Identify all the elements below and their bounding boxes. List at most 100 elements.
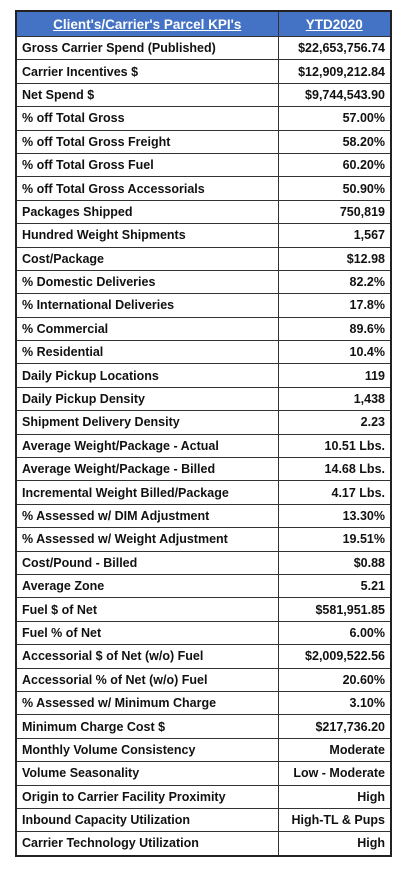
kpi-value: 14.68 Lbs. [277,457,392,482]
kpi-value: $217,736.20 [277,714,392,739]
kpi-row: % Assessed w/ DIM Adjustment 13.30% [15,503,392,529]
table-body: Gross Carrier Spend (Published) $22,653,7… [15,35,392,857]
kpi-row: Carrier Incentives $ $12,909,212.84 [15,59,392,84]
kpi-label: Shipment Delivery Density [15,410,279,435]
kpi-row: Cost/Pound - Billed $0.88 [15,550,392,575]
kpi-value: $9,744,543.90 [277,82,392,108]
kpi-label: % off Total Gross Freight [15,129,279,154]
kpi-value: 6.00% [277,620,392,646]
kpi-row: Average Zone 5.21 [15,573,392,599]
kpi-value: 17.8% [277,293,392,318]
kpi-label: % Residential [15,340,279,365]
kpi-row: % Residential 10.4% [15,340,392,365]
kpi-label: % Assessed w/ DIM Adjustment [15,503,279,529]
kpi-label: Monthly Volume Consistency [15,737,279,763]
kpi-value: Moderate [277,737,392,763]
kpi-row: Minimum Charge Cost $ $217,736.20 [15,714,392,739]
kpi-label: % International Deliveries [15,293,279,318]
kpi-row: Fuel $ of Net $581,951.85 [15,597,392,622]
kpi-row: Average Weight/Package - Billed 14.68 Lbs… [15,457,392,482]
kpi-value: 60.20% [277,152,392,178]
kpi-row: Net Spend $ $9,744,543.90 [15,82,392,108]
kpi-value: 119 [277,363,392,388]
kpi-value: 1,438 [277,386,392,412]
kpi-value: 89.6% [277,316,392,342]
kpi-row: % Assessed w/ Weight Adjustment 19.51% [15,527,392,552]
kpi-row: Daily Pickup Locations 119 [15,363,392,388]
kpi-row: Shipment Delivery Density 2.23 [15,410,392,435]
kpi-label: Fuel $ of Net [15,597,279,622]
kpi-row: Fuel % of Net 6.00% [15,620,392,646]
kpi-row: % Assessed w/ Minimum Charge 3.10% [15,690,392,716]
kpi-value: 2.23 [277,410,392,435]
kpi-row: % off Total Gross Freight 58.20% [15,129,392,154]
kpi-row: Inbound Capacity Utilization High-TL & Pu… [15,807,392,833]
kpi-value: 57.00% [277,106,392,131]
kpi-row: Carrier Technology Utilization High [15,831,392,857]
kpi-value: $22,653,756.74 [277,35,392,61]
kpi-value: 13.30% [277,503,392,529]
kpi-label: Accessorial $ of Net (w/o) Fuel [15,644,279,669]
kpi-label: Average Weight/Package - Actual [15,433,279,459]
kpi-label: Cost/Pound - Billed [15,550,279,575]
kpi-row: % Domestic Deliveries 82.2% [15,269,392,295]
kpi-row: Volume Seasonality Low - Moderate [15,761,392,786]
kpi-label: % off Total Gross [15,106,279,131]
kpi-row: Average Weight/Package - Actual 10.51 Lbs… [15,433,392,459]
kpi-label: Carrier Technology Utilization [15,831,279,857]
header-row: Client's/Carrier's Parcel KPI's YTD2020 [15,10,392,37]
kpi-label: Accessorial % of Net (w/o) Fuel [15,667,279,692]
kpi-row: Hundred Weight Shipments 1,567 [15,223,392,248]
kpi-label: Average Weight/Package - Billed [15,457,279,482]
kpi-label: Hundred Weight Shipments [15,223,279,248]
kpi-label: Inbound Capacity Utilization [15,807,279,833]
kpi-label: % Assessed w/ Minimum Charge [15,690,279,716]
kpi-value: 750,819 [277,199,392,225]
kpi-value: 4.17 Lbs. [277,480,392,505]
kpi-label: Incremental Weight Billed/Package [15,480,279,505]
kpi-row: Incremental Weight Billed/Package 4.17 Lb… [15,480,392,505]
kpi-row: Gross Carrier Spend (Published) $22,653,7… [15,35,392,61]
kpi-value: $2,009,522.56 [277,644,392,669]
kpi-value: High-TL & Pups [277,807,392,833]
kpi-label: % Commercial [15,316,279,342]
kpi-row: % off Total Gross 57.00% [15,106,392,131]
kpi-value: 20.60% [277,667,392,692]
kpi-label: Gross Carrier Spend (Published) [15,35,279,61]
kpi-label: % Domestic Deliveries [15,269,279,295]
kpi-value: 82.2% [277,269,392,295]
kpi-label: % off Total Gross Accessorials [15,176,279,201]
kpi-value: $12.98 [277,246,392,271]
kpi-label: Volume Seasonality [15,761,279,786]
kpi-row: Packages Shipped 750,819 [15,199,392,225]
kpi-value: 10.51 Lbs. [277,433,392,459]
kpi-table: Client's/Carrier's Parcel KPI's YTD2020 … [15,10,392,857]
kpi-row: % Commercial 89.6% [15,316,392,342]
kpi-value: Low - Moderate [277,761,392,786]
kpi-label: Daily Pickup Locations [15,363,279,388]
kpi-label: % Assessed w/ Weight Adjustment [15,527,279,552]
kpi-label: Average Zone [15,573,279,599]
kpi-value: $12,909,212.84 [277,59,392,84]
kpi-row: % off Total Gross Fuel 60.20% [15,152,392,178]
kpi-value: High [277,784,392,809]
kpi-value: 19.51% [277,527,392,552]
header-cell: Client's/Carrier's Parcel KPI's [15,10,279,37]
kpi-value: 3.10% [277,690,392,716]
kpi-value: 50.90% [277,176,392,201]
kpi-label: Net Spend $ [15,82,279,108]
kpi-row: % off Total Gross Accessorials 50.90% [15,176,392,201]
kpi-label: Packages Shipped [15,199,279,225]
kpi-row: Cost/Package $12.98 [15,246,392,271]
kpi-value: $581,951.85 [277,597,392,622]
kpi-label: % off Total Gross Fuel [15,152,279,178]
kpi-row: Monthly Volume Consistency Moderate [15,737,392,763]
kpi-label: Origin to Carrier Facility Proximity [15,784,279,809]
header-cell: YTD2020 [277,10,392,37]
kpi-label: Fuel % of Net [15,620,279,646]
kpi-label: Minimum Charge Cost $ [15,714,279,739]
kpi-value: 10.4% [277,340,392,365]
kpi-value: 58.20% [277,129,392,154]
kpi-row: Accessorial % of Net (w/o) Fuel 20.60% [15,667,392,692]
